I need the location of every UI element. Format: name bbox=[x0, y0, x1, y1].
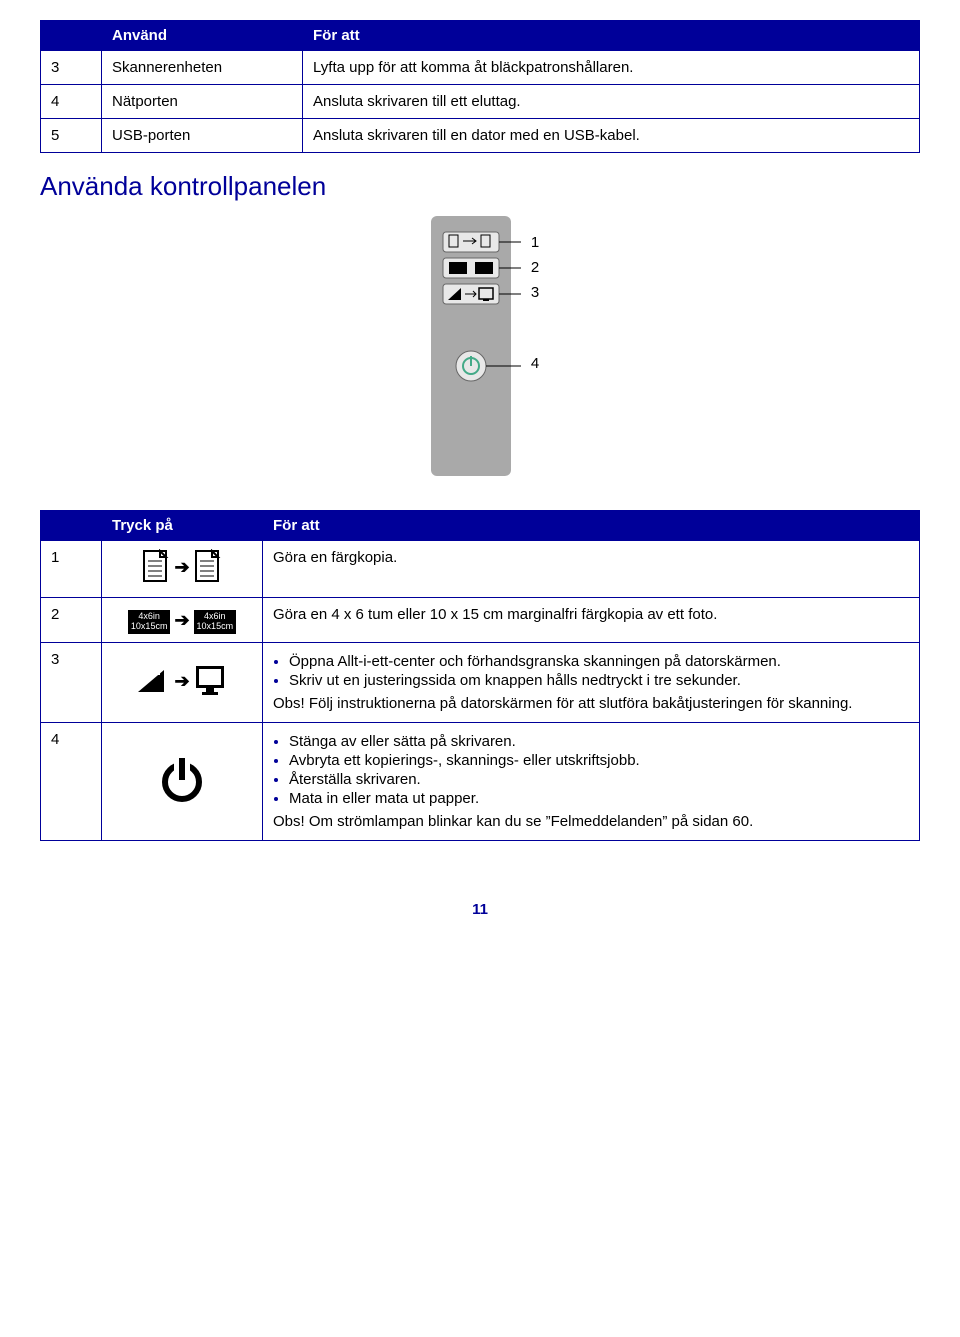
list-item: Öppna Allt-i-ett-center och förhandsgran… bbox=[289, 653, 909, 670]
table-row: 5 USB-porten Ansluta skrivaren till en d… bbox=[41, 119, 920, 153]
copy-icon: ➔ bbox=[142, 549, 221, 585]
t2-h0: Tryck på bbox=[102, 511, 263, 541]
monitor-icon bbox=[194, 664, 228, 698]
table-row: 2 4x6in10x15cm ➔ 4x6in10x15cm Göra en 4 … bbox=[41, 598, 920, 643]
control-panel-icon bbox=[421, 216, 521, 476]
list-item: Skriv ut en justeringssida om knappen hå… bbox=[289, 672, 909, 689]
table-row: 4 Nätporten Ansluta skrivaren till ett e… bbox=[41, 85, 920, 119]
note-text: Obs! Om strömlampan blinkar kan du se ”F… bbox=[273, 813, 909, 830]
photo-size-icon: 4x6in10x15cm ➔ 4x6in10x15cm bbox=[128, 610, 236, 634]
use-for-table: Använd För att 3 Skannerenheten Lyfta up… bbox=[40, 20, 920, 153]
list-item: Stänga av eller sätta på skrivaren. bbox=[289, 733, 909, 750]
section-title: Använda kontrollpanelen bbox=[40, 171, 920, 202]
t1-h1: För att bbox=[303, 21, 920, 51]
t2-h1: För att bbox=[263, 511, 920, 541]
arrow-right-icon: ➔ bbox=[174, 671, 189, 692]
power-icon bbox=[159, 754, 205, 804]
bullet-list: Öppna Allt-i-ett-center och förhandsgran… bbox=[273, 653, 909, 689]
table-row: 3 Skannerenheten Lyfta upp för att komma… bbox=[41, 51, 920, 85]
table-row: 3 ➔ Öppna Allt-i-ett-center och förhands… bbox=[41, 642, 920, 722]
scan-icon: ➔ bbox=[136, 664, 227, 698]
control-panel-diagram: 1 2 3 4 bbox=[40, 216, 920, 480]
panel-callout-numbers: 1 2 3 4 bbox=[531, 216, 539, 372]
list-item: Mata in eller mata ut papper. bbox=[289, 790, 909, 807]
arrow-right-icon: ➔ bbox=[174, 557, 189, 578]
page-number: 11 bbox=[40, 901, 920, 918]
arrow-right-icon: ➔ bbox=[174, 610, 189, 634]
bullet-list: Stänga av eller sätta på skrivaren. Avbr… bbox=[273, 733, 909, 807]
table-row: 4 Stänga av eller sätta på skrivaren. Av… bbox=[41, 722, 920, 840]
note-text: Obs! Följ instruktionerna på datorskärme… bbox=[273, 695, 909, 712]
list-item: Avbryta ett kopierings-, skannings- elle… bbox=[289, 752, 909, 769]
press-for-table: Tryck på För att 1 ➔ Göra en färgkopia. … bbox=[40, 510, 920, 841]
list-item: Återställa skrivaren. bbox=[289, 771, 909, 788]
table-row: 1 ➔ Göra en färgkopia. bbox=[41, 541, 920, 598]
t1-h0: Använd bbox=[102, 21, 303, 51]
